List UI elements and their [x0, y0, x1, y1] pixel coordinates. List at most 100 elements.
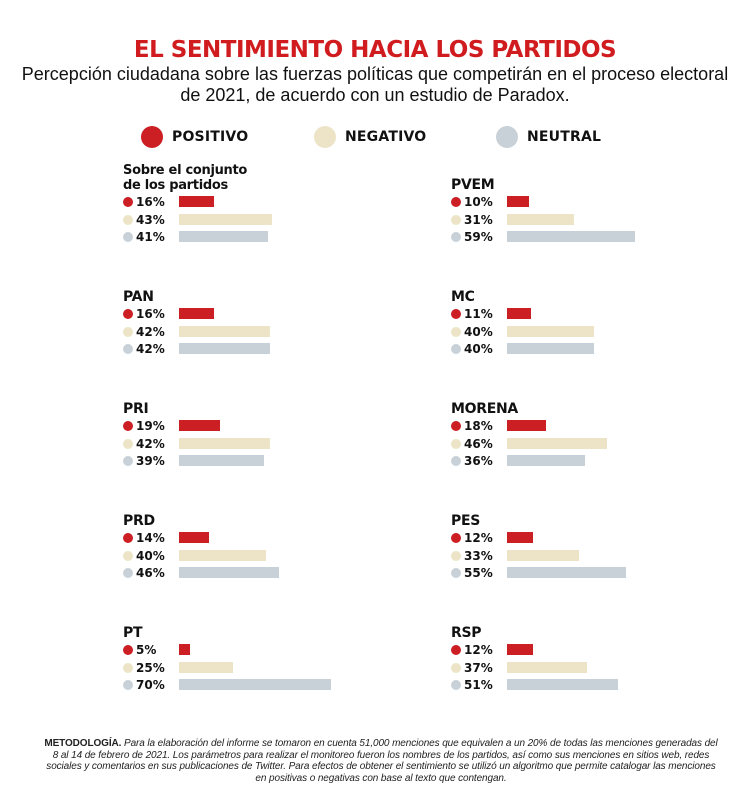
data-label: 42% [136, 342, 165, 356]
bar-neutral [507, 231, 635, 242]
series-dot-neutral-icon [123, 456, 133, 466]
bar-positivo [179, 420, 220, 431]
panel-prd: PRD 14% 40% 46% [123, 493, 423, 603]
series-dot-positivo-icon [123, 197, 133, 207]
bar-positivo [179, 644, 190, 655]
bar-positivo [507, 196, 529, 207]
series-dot-neutral-icon [123, 232, 133, 242]
panel-title: Sobre el conjunto de los partidos [123, 163, 247, 193]
value-row-neutral: 36% [451, 452, 750, 470]
panel-pt: PT 5% 25% 70% [123, 605, 423, 715]
legend-label-neutral: NEUTRAL [527, 129, 602, 145]
data-label: 39% [136, 454, 165, 468]
data-label: 12% [464, 531, 493, 545]
chart-subtitle: Percepción ciudadana sobre las fuerzas p… [21, 64, 729, 105]
data-label: 16% [136, 307, 165, 321]
value-row-positivo: 16% [123, 305, 423, 323]
data-label: 40% [464, 342, 493, 356]
series-dot-positivo-icon [123, 645, 133, 655]
value-row-neutral: 42% [123, 340, 423, 358]
bar-positivo [507, 532, 533, 543]
series-dot-negativo-icon [451, 214, 461, 225]
series-dot-neutral-icon [451, 232, 461, 242]
value-row-negativo: 37% [451, 659, 750, 677]
data-label: 31% [464, 212, 493, 227]
bar-neutral [507, 455, 585, 466]
series-dot-neutral-icon [123, 568, 133, 578]
series-dot-negativo-icon [123, 550, 133, 561]
value-row-neutral: 46% [123, 564, 423, 582]
data-label: 36% [464, 454, 493, 468]
series-dot-positivo-icon [451, 309, 461, 319]
bar-negativo [179, 549, 266, 561]
bar-negativo [507, 325, 594, 337]
data-label: 40% [136, 548, 165, 563]
data-label: 12% [464, 643, 493, 657]
series-dot-negativo-icon [123, 438, 133, 449]
panel-title: PVEM [451, 177, 495, 193]
bar-neutral [507, 343, 594, 354]
panel-title: PRD [123, 513, 155, 529]
panel-title: PAN [123, 289, 154, 305]
panel-title: MC [451, 289, 475, 305]
data-label: 51% [464, 678, 493, 692]
panel-sobre-el-conjunto-de-los-partidos: Sobre el conjunto de los partidos 16% 43% 41… [123, 157, 423, 267]
value-row-neutral: 40% [451, 340, 750, 358]
bar-positivo [507, 420, 546, 431]
value-row-positivo: 14% [123, 529, 423, 547]
value-row-neutral: 51% [451, 676, 750, 694]
series-dot-negativo-icon [451, 662, 461, 673]
legend-item-neutral: NEUTRAL [496, 124, 601, 150]
panel-morena: MORENA 18% 46% 36% [451, 381, 750, 491]
panel-title: PRI [123, 401, 149, 417]
bar-negativo [179, 437, 270, 449]
series-dot-neutral-icon [123, 680, 133, 690]
bar-negativo [507, 661, 587, 673]
data-label: 42% [136, 436, 165, 451]
series-dot-neutral-icon [451, 344, 461, 354]
value-row-negativo: 42% [123, 323, 423, 341]
value-row-negativo: 31% [451, 211, 750, 229]
bar-positivo [179, 532, 209, 543]
panel-title: PES [451, 513, 481, 529]
series-dot-positivo-icon [123, 421, 133, 431]
legend-dot-positivo-icon [141, 126, 163, 148]
panel-pri: PRI 19% 42% 39% [123, 381, 423, 491]
value-row-neutral: 39% [123, 452, 423, 470]
value-row-positivo: 18% [451, 417, 750, 435]
chart-title: EL SENTIMIENTO HACIA LOS PARTIDOS [133, 37, 617, 63]
value-row-positivo: 12% [451, 529, 750, 547]
bar-positivo [179, 308, 214, 319]
data-label: 43% [136, 212, 165, 227]
value-row-negativo: 25% [123, 659, 423, 677]
value-row-negativo: 46% [451, 435, 750, 453]
value-row-negativo: 40% [123, 547, 423, 565]
data-label: 25% [136, 660, 165, 675]
legend-item-positivo: POSITIVO [141, 124, 248, 150]
series-dot-negativo-icon [451, 550, 461, 561]
series-dot-positivo-icon [451, 645, 461, 655]
data-label: 10% [464, 195, 493, 209]
panel-pes: PES 12% 33% 55% [451, 493, 750, 603]
bar-neutral [507, 567, 626, 578]
legend-label-positivo: POSITIVO [172, 129, 249, 145]
value-row-negativo: 43% [123, 211, 423, 229]
series-dot-positivo-icon [123, 309, 133, 319]
methodology-label: METODOLOGÍA. [44, 738, 122, 749]
data-label: 46% [136, 566, 165, 580]
data-label: 37% [464, 660, 493, 675]
legend-dot-negativo-icon [314, 126, 336, 148]
value-row-positivo: 19% [123, 417, 423, 435]
value-row-neutral: 55% [451, 564, 750, 582]
legend-dot-neutral-icon [496, 126, 518, 148]
bar-positivo [507, 308, 531, 319]
data-label: 70% [136, 678, 165, 692]
bar-negativo [507, 437, 607, 449]
legend-label-negativo: NEGATIVO [345, 129, 427, 145]
bar-neutral [179, 679, 331, 690]
data-label: 5% [136, 643, 157, 657]
bar-negativo [507, 549, 579, 561]
data-label: 16% [136, 195, 165, 209]
series-dot-negativo-icon [451, 326, 461, 337]
bar-neutral [179, 567, 279, 578]
